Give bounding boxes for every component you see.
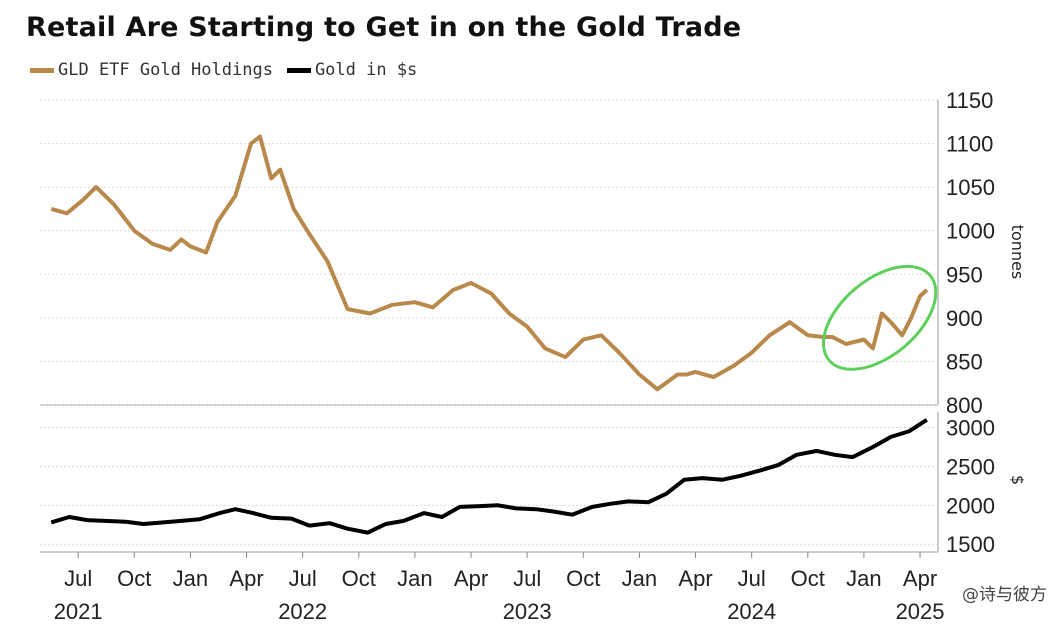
- legend-label-gld: GLD ETF Gold Holdings: [58, 60, 273, 80]
- x-tick-label-month: Apr: [454, 566, 488, 591]
- legend: GLD ETF Gold Holdings Gold in $s: [30, 60, 431, 80]
- legend-item-gold: Gold in $s: [286, 60, 418, 80]
- x-tick-label-month: Oct: [117, 566, 151, 591]
- y-tick-label-top: 950: [946, 262, 983, 287]
- x-tick-label-year: 2024: [727, 599, 776, 624]
- x-tick-label-year: 2023: [503, 599, 552, 624]
- x-tick-label-month: Jul: [289, 566, 317, 591]
- x-tick-label-month: Jul: [64, 566, 92, 591]
- y-axis-unit-bottom: $: [1008, 475, 1027, 485]
- x-tick-label-month: Oct: [791, 566, 825, 591]
- legend-swatch-gold: [286, 67, 311, 73]
- x-tick-label-month: Oct: [342, 566, 376, 591]
- y-tick-label-top: 1150: [946, 88, 993, 113]
- x-tick-label-year: 2025: [896, 599, 945, 624]
- x-tick-label-month: Jan: [622, 566, 657, 591]
- watermark: @诗与彼方: [962, 585, 1047, 605]
- y-tick-label-bottom: 3000: [946, 416, 995, 441]
- x-tick-label-month: Oct: [566, 566, 600, 591]
- y-tick-label-top: 1050: [946, 175, 995, 200]
- legend-label-gold: Gold in $s: [314, 60, 418, 80]
- y-tick-label-top: 850: [946, 349, 983, 374]
- y-axis-unit-top: tonnes: [1008, 225, 1027, 280]
- y-tick-label-bottom: 2000: [946, 493, 995, 518]
- legend-item-gld: GLD ETF Gold Holdings: [30, 60, 273, 80]
- x-tick-label-year: 2021: [54, 599, 103, 624]
- chart-title: Retail Are Starting to Get in on the Gol…: [26, 12, 742, 43]
- x-tick-label-month: Jan: [397, 566, 432, 591]
- series-line-1: [50, 418, 928, 535]
- x-tick-label-month: Jan: [846, 566, 881, 591]
- x-tick-label-year: 2022: [278, 599, 327, 624]
- y-tick-label-bottom: 2500: [946, 454, 995, 479]
- x-tick-label-month: Jul: [738, 566, 766, 591]
- y-tick-label-bottom: 1500: [946, 532, 995, 557]
- x-tick-label-month: Apr: [678, 566, 712, 591]
- series-line-0: [50, 134, 929, 392]
- x-tick-label-month: Apr: [229, 566, 263, 591]
- y-tick-label-top: 900: [946, 306, 983, 331]
- legend-swatch-gld: [30, 67, 54, 73]
- x-tick-label-month: Apr: [903, 566, 937, 591]
- y-tick-label-top: 1000: [946, 219, 995, 244]
- highlight-ellipse: [821, 264, 938, 371]
- x-tick-label-month: Jul: [513, 566, 541, 591]
- x-tick-label-month: Jan: [173, 566, 208, 591]
- y-tick-label-top: 1100: [946, 132, 993, 157]
- y-tick-label-top: 800: [946, 393, 983, 418]
